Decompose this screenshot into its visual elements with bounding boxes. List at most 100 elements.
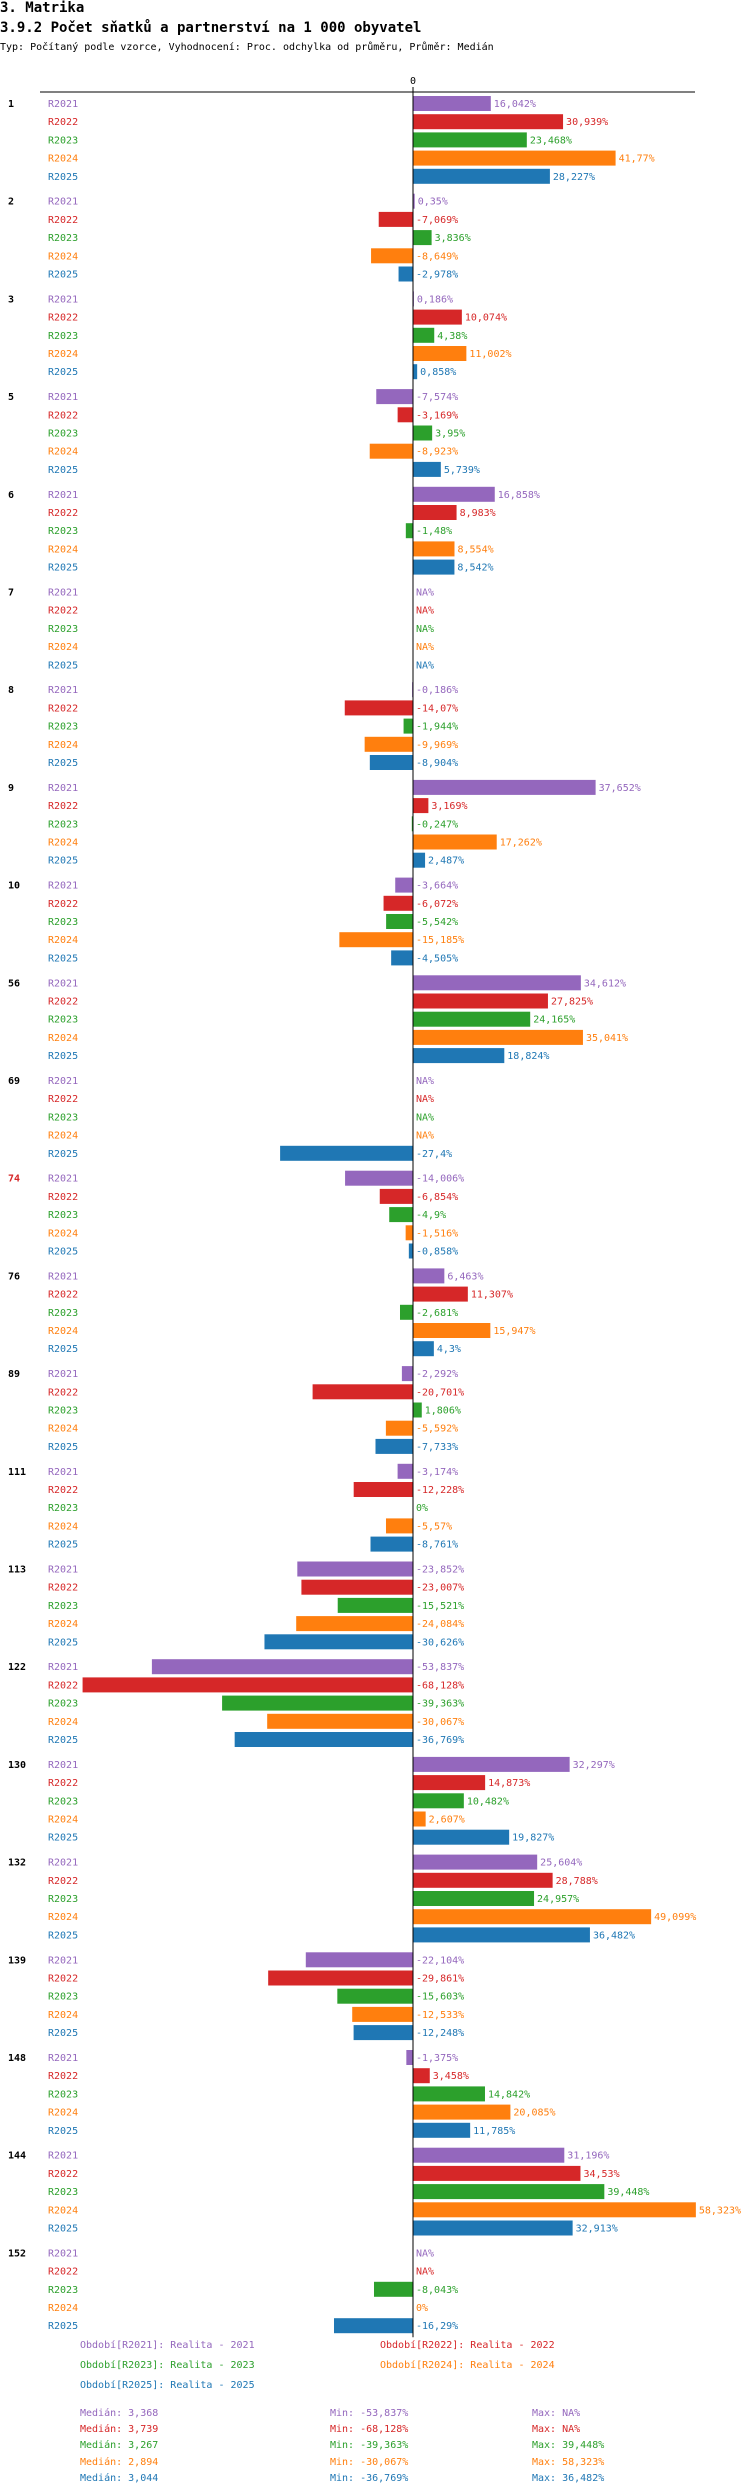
data-label: -4,505% bbox=[416, 953, 458, 964]
data-label: -1,48% bbox=[416, 526, 452, 537]
bar bbox=[413, 2202, 696, 2218]
data-label: 0,186% bbox=[417, 294, 453, 305]
data-label: 16,858% bbox=[498, 490, 540, 501]
data-label: NA% bbox=[416, 1112, 434, 1123]
data-label: -14,07% bbox=[416, 703, 458, 714]
row-series-label: R2021 bbox=[48, 978, 78, 989]
data-label: -6,854% bbox=[416, 1192, 458, 1203]
row-series-label: R2025 bbox=[48, 2126, 78, 2137]
bar bbox=[301, 1579, 413, 1595]
row-series-label: R2024 bbox=[48, 154, 78, 165]
row-series-label: R2023 bbox=[48, 1601, 78, 1612]
data-label: 17,262% bbox=[500, 838, 542, 849]
data-label: 1,806% bbox=[425, 1406, 461, 1417]
data-label: -20,701% bbox=[416, 1387, 464, 1398]
bar bbox=[413, 150, 616, 166]
row-series-label: R2023 bbox=[48, 1503, 78, 1514]
row-series-label: R2023 bbox=[48, 1406, 78, 1417]
legend-item: Období[R2024]: Realita - 2024 bbox=[380, 2360, 555, 2371]
data-label: -7,069% bbox=[416, 215, 458, 226]
row-series-label: R2025 bbox=[48, 758, 78, 769]
bar bbox=[413, 114, 564, 130]
row-series-label: R2023 bbox=[48, 819, 78, 830]
legend-item: Období[R2022]: Realita - 2022 bbox=[380, 2340, 555, 2351]
group-label: 10 bbox=[8, 881, 20, 892]
data-label: -15,603% bbox=[416, 1992, 464, 2003]
row-series-label: R2024 bbox=[48, 1815, 78, 1826]
row-series-label: R2022 bbox=[48, 1094, 78, 1105]
data-label: 58,323% bbox=[699, 2205, 741, 2216]
row-series-label: R2024 bbox=[48, 1033, 78, 1044]
bar bbox=[337, 1597, 413, 1613]
bar bbox=[413, 993, 548, 1009]
bar bbox=[413, 193, 415, 209]
data-label: 25,604% bbox=[540, 1858, 582, 1869]
row-series-label: R2022 bbox=[48, 215, 78, 226]
bar bbox=[413, 1775, 486, 1791]
row-series-label: R2023 bbox=[48, 722, 78, 733]
row-series-label: R2022 bbox=[48, 1876, 78, 1887]
row-series-label: R2021 bbox=[48, 1076, 78, 1087]
row-series-label: R2021 bbox=[48, 1271, 78, 1282]
bar bbox=[296, 1616, 413, 1632]
data-label: 28,788% bbox=[556, 1876, 598, 1887]
chart-subtitle: Typ: Počítaný podle vzorce, Vyhodnocení:… bbox=[0, 42, 494, 53]
bar bbox=[369, 443, 413, 459]
bar bbox=[413, 309, 462, 325]
row-series-label: R2024 bbox=[48, 740, 78, 751]
data-label: 41,77% bbox=[619, 154, 655, 165]
stat-min: Min: -36,769% bbox=[330, 2472, 409, 2484]
row-series-label: R2023 bbox=[48, 1112, 78, 1123]
stat-median: Medián: 2,894 bbox=[80, 2456, 159, 2468]
row-series-label: R2024 bbox=[48, 1131, 78, 1142]
stat-median: Medián: 3,739 bbox=[80, 2424, 159, 2436]
data-label: 31,196% bbox=[567, 2151, 609, 2162]
legend-item: Období[R2025]: Realita - 2025 bbox=[80, 2380, 255, 2391]
data-label: -1,944% bbox=[416, 722, 458, 733]
row-series-label: R2024 bbox=[48, 1424, 78, 1435]
data-label: -1,375% bbox=[416, 2053, 458, 2064]
row-series-label: R2024 bbox=[48, 642, 78, 653]
bar bbox=[397, 1463, 413, 1479]
bar bbox=[222, 1695, 413, 1711]
bar bbox=[413, 1829, 510, 1845]
bar bbox=[413, 1891, 535, 1906]
data-label: -7,574% bbox=[416, 392, 458, 403]
data-label: -36,769% bbox=[416, 1735, 464, 1746]
data-label: 8,983% bbox=[460, 508, 496, 519]
row-series-label: R2022 bbox=[48, 1290, 78, 1301]
bar bbox=[413, 2086, 485, 2102]
row-series-label: R2021 bbox=[48, 588, 78, 599]
row-series-label: R2021 bbox=[48, 2151, 78, 2162]
data-label: -5,542% bbox=[416, 917, 458, 928]
data-label: NA% bbox=[416, 1076, 434, 1087]
data-label: 49,099% bbox=[654, 1912, 696, 1923]
row-series-label: R2024 bbox=[48, 838, 78, 849]
data-label: -8,923% bbox=[416, 447, 458, 458]
data-label: 24,165% bbox=[533, 1015, 575, 1026]
bar bbox=[401, 1366, 413, 1382]
data-label: -12,533% bbox=[416, 2010, 464, 2021]
row-series-label: R2024 bbox=[48, 935, 78, 946]
bar bbox=[391, 950, 413, 966]
row-series-label: R2023 bbox=[48, 2187, 78, 2198]
group-label: 5 bbox=[8, 392, 14, 403]
row-series-label: R2025 bbox=[48, 1735, 78, 1746]
row-series-label: R2025 bbox=[48, 367, 78, 378]
row-series-label: R2023 bbox=[48, 429, 78, 440]
bar bbox=[297, 1561, 413, 1577]
data-label: NA% bbox=[416, 1094, 434, 1105]
data-label: 39,448% bbox=[607, 2187, 649, 2198]
bar bbox=[339, 932, 413, 948]
data-label: -8,761% bbox=[416, 1540, 458, 1551]
row-series-label: R2023 bbox=[48, 2089, 78, 2100]
data-label: 10,074% bbox=[465, 313, 507, 324]
bar bbox=[373, 2281, 413, 2297]
data-label: 3,836% bbox=[435, 233, 471, 244]
data-label: 0,858% bbox=[420, 367, 456, 378]
row-series-label: R2024 bbox=[48, 2205, 78, 2216]
group-label: 122 bbox=[8, 1662, 26, 1673]
data-label: 18,824% bbox=[507, 1051, 549, 1062]
bar bbox=[413, 975, 581, 991]
row-series-label: R2021 bbox=[48, 1955, 78, 1966]
